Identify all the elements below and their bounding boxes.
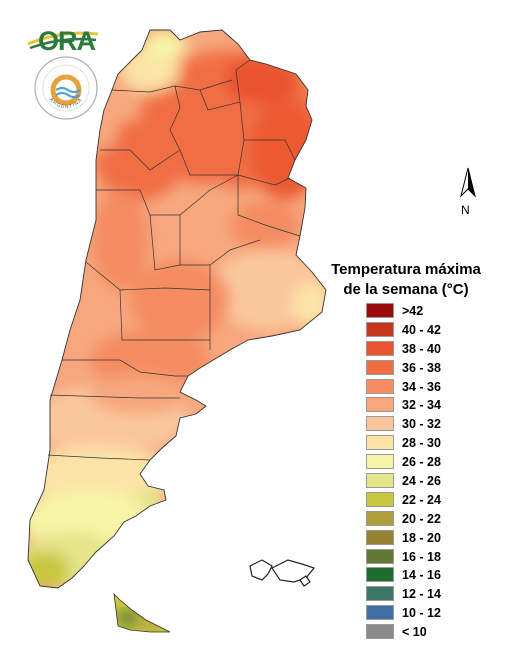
legend-swatch: [366, 473, 394, 489]
legend-swatch: [366, 605, 394, 621]
legend-label: 16 - 18: [402, 549, 441, 564]
legend-label: 18 - 20: [402, 530, 441, 545]
legend-swatch: [366, 529, 394, 545]
province-borders: [47, 59, 301, 461]
legend-swatch: [366, 378, 394, 394]
legend-swatch: [366, 340, 394, 356]
legend-label: 12 - 14: [402, 587, 441, 602]
legend-swatch: [366, 548, 394, 564]
legend-label: < 10: [402, 625, 427, 640]
legend-title: Temperatura máxima de la semana (°C): [320, 260, 492, 300]
legend-title-line1: Temperatura máxima: [331, 261, 481, 278]
legend-swatch: [366, 624, 394, 640]
legend-label: 38 - 40: [402, 341, 441, 356]
tierra-del-fuego: [114, 594, 170, 632]
ora-logo-text: ORA: [38, 26, 96, 56]
legend-swatch: [366, 491, 394, 507]
legend-swatch: [366, 510, 394, 526]
legend-label: 22 - 24: [402, 492, 441, 507]
north-arrow-icon: [460, 167, 476, 198]
legend-swatch: [366, 397, 394, 413]
smn-seal-text: ARGENTINA: [48, 97, 84, 110]
legend-swatch: [366, 586, 394, 602]
legend-label: >42: [402, 304, 424, 318]
legend-swatch: [366, 454, 394, 470]
legend-swatch: [366, 416, 394, 432]
ora-logo: [27, 31, 99, 50]
legend-swatch: [366, 359, 394, 375]
legend-label: 14 - 16: [402, 568, 441, 583]
legend-label: 36 - 38: [402, 360, 441, 375]
country-outline: [27, 29, 327, 589]
north-label: N: [461, 203, 470, 217]
legend-title-line2: de la semana (°C): [343, 281, 469, 298]
malvinas-islands: [249, 559, 316, 587]
svg-text:ARGENTINA: ARGENTINA: [48, 97, 84, 110]
legend-label: 32 - 34: [402, 398, 441, 413]
legend-label: 34 - 36: [402, 379, 441, 394]
legend-swatch: [366, 435, 394, 451]
legend-swatch: [366, 303, 394, 318]
legend-label: 26 - 28: [402, 455, 441, 470]
legend-swatch: [366, 567, 394, 583]
legend-label: 40 - 42: [402, 322, 441, 337]
legend-label: 10 - 12: [402, 606, 441, 621]
legend-label: 20 - 22: [402, 511, 441, 526]
legend-label: 28 - 30: [402, 436, 441, 451]
legend-label: 24 - 26: [402, 474, 441, 489]
smn-seal: [34, 56, 98, 120]
legend-swatch: [366, 321, 394, 337]
legend-label: 30 - 32: [402, 417, 441, 432]
